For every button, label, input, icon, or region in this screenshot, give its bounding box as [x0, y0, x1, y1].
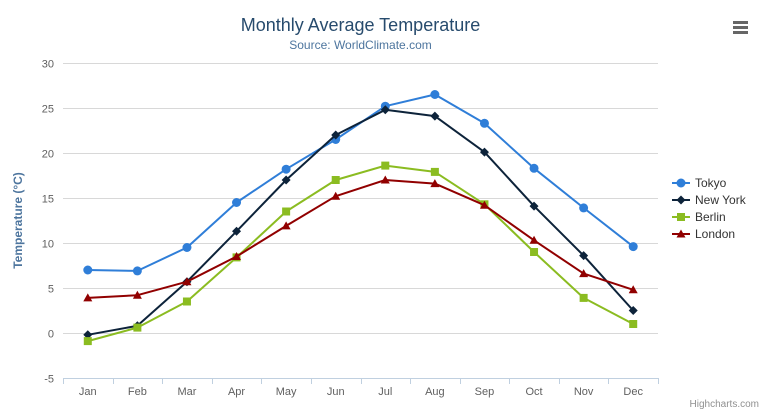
- hamburger-bar: [733, 26, 748, 29]
- x-tick-label: Feb: [128, 386, 147, 398]
- x-tick-label: May: [276, 386, 297, 398]
- legend-label: New York: [695, 192, 746, 207]
- x-tick-label: Jan: [79, 386, 97, 398]
- y-tick-label: 15: [42, 194, 54, 206]
- x-tick-label: Dec: [623, 386, 643, 398]
- credits-link[interactable]: Highcharts.com: [689, 399, 759, 410]
- series-line: [86, 93, 635, 272]
- legend-label: Tokyo: [695, 175, 727, 190]
- y-tick-label: -5: [44, 374, 54, 386]
- y-tick-label: 5: [48, 284, 54, 296]
- series-line: [86, 179, 635, 299]
- y-tick-label: 30: [42, 59, 54, 71]
- x-tick-label: Apr: [228, 386, 245, 398]
- series-tokyo[interactable]: [83, 90, 638, 276]
- legend-label: London: [695, 226, 736, 241]
- y-tick-label: 0: [48, 329, 54, 341]
- triangle-legend-marker-icon: [672, 229, 690, 237]
- chart-title: Monthly Average Temperature: [240, 15, 481, 35]
- hamburger-bar: [733, 31, 748, 34]
- circle-legend-marker-icon: [672, 178, 690, 187]
- series-line: [86, 164, 635, 343]
- hamburger-menu-icon[interactable]: [733, 21, 748, 34]
- legend-label: Berlin: [695, 209, 726, 224]
- y-tick-label: 20: [42, 149, 54, 161]
- hamburger-bar: [733, 21, 748, 24]
- legend-item-london[interactable]: London: [672, 226, 746, 241]
- legend: Tokyo New York Berlin London: [672, 175, 746, 241]
- y-tick-label: 25: [42, 104, 54, 116]
- x-tick-label: Mar: [177, 386, 196, 398]
- square-legend-marker-icon: [672, 212, 690, 221]
- legend-item-tokyo[interactable]: Tokyo: [672, 175, 746, 190]
- y-axis-title: Temperature (°C): [11, 172, 25, 269]
- series-new-york[interactable]: [83, 105, 638, 340]
- legend-item-berlin[interactable]: Berlin: [672, 209, 746, 224]
- legend-item-new-york[interactable]: New York: [672, 192, 746, 207]
- chart-subtitle: Source: WorldClimate.com: [289, 38, 432, 52]
- diamond-legend-marker-icon: [672, 195, 690, 204]
- x-tick-label: Nov: [574, 386, 594, 398]
- x-tick-label: Oct: [525, 386, 542, 398]
- series-line: [86, 108, 635, 336]
- series-london[interactable]: [83, 175, 638, 302]
- x-tick-label: Aug: [425, 386, 445, 398]
- x-tick-label: Sep: [475, 386, 495, 398]
- y-tick-label: 10: [42, 239, 54, 251]
- x-tick-label: Jul: [378, 386, 392, 398]
- x-tick-label: Jun: [327, 386, 345, 398]
